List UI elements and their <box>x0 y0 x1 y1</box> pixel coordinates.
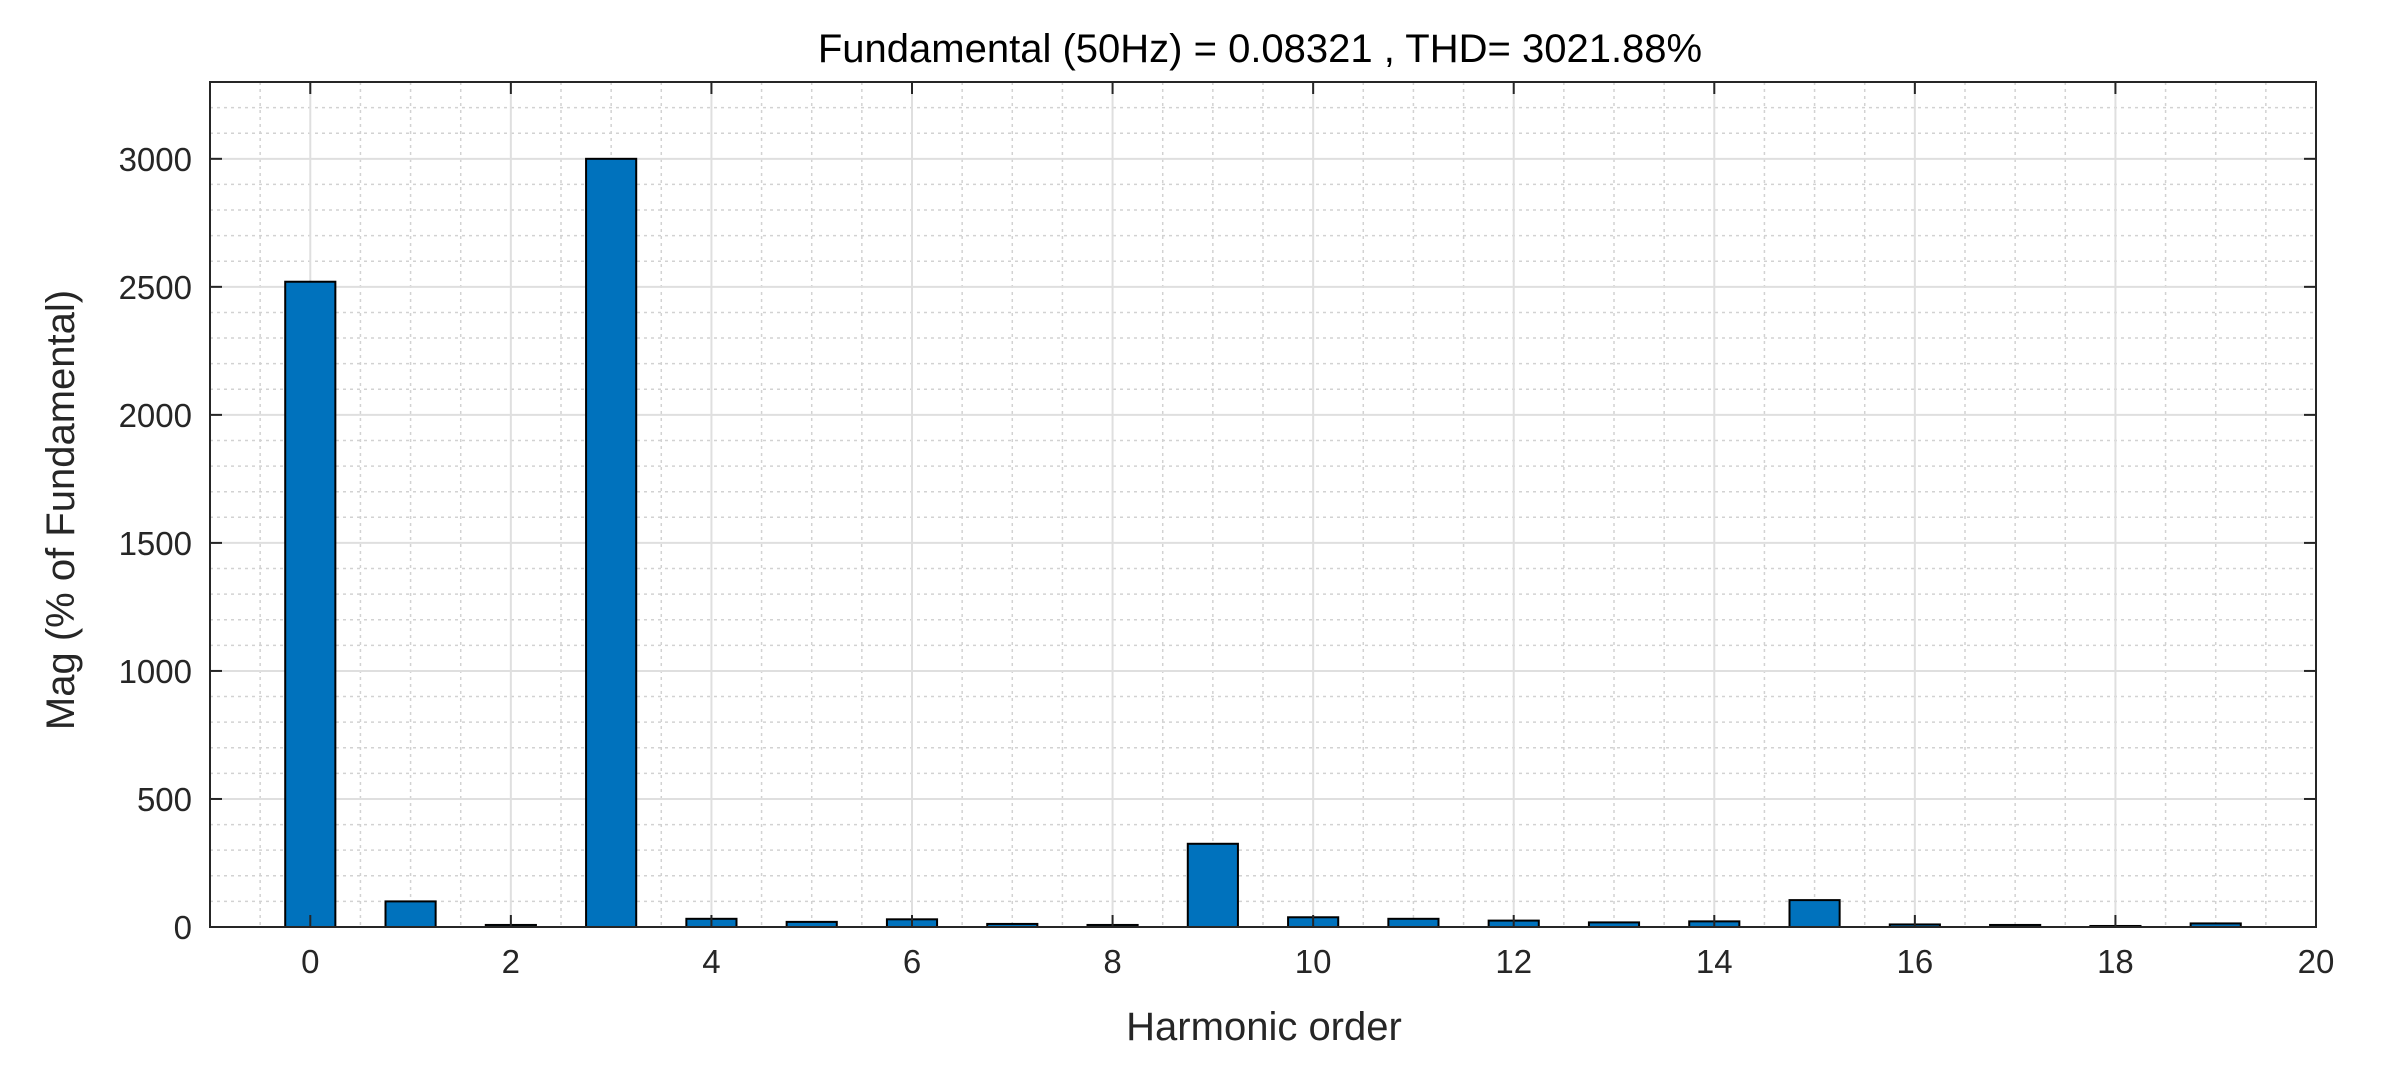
x-tick-label: 18 <box>2097 943 2134 980</box>
x-tick-labels: 0 2 4 6 8 10 12 14 16 18 20 <box>301 943 2334 980</box>
x-tick-label: 4 <box>702 943 720 980</box>
y-tick-label: 3000 <box>119 141 192 178</box>
x-tick-label: 12 <box>1495 943 1532 980</box>
y-tick-label: 500 <box>137 781 192 818</box>
y-axis-label: Mag (% of Fundamental) <box>39 290 83 730</box>
x-tick-label: 20 <box>2298 943 2335 980</box>
y-tick-labels: 0 500 1000 1500 2000 2500 3000 <box>119 141 192 946</box>
bar-harmonic-11 <box>1387 917 1440 928</box>
bar-harmonic-9 <box>1186 842 1239 928</box>
x-tick-label: 8 <box>1103 943 1121 980</box>
x-tick-label: 6 <box>903 943 921 980</box>
bar-harmonic-1 <box>384 900 437 928</box>
x-tick-label: 0 <box>301 943 319 980</box>
bar-harmonic-15 <box>1788 899 1841 929</box>
y-tick-label: 1500 <box>119 525 192 562</box>
minor-grid <box>209 81 2316 927</box>
x-tick-label: 10 <box>1295 943 1332 980</box>
y-tick-label: 2500 <box>119 269 192 306</box>
chart-title: Fundamental (50Hz) = 0.08321 , THD= 3021… <box>818 27 1702 71</box>
x-tick-label: 2 <box>502 943 520 980</box>
x-axis-label: Harmonic order <box>1126 1005 1402 1049</box>
bars <box>284 157 2242 929</box>
y-tick-label: 2000 <box>119 397 192 434</box>
y-tick-label: 1000 <box>119 653 192 690</box>
plot-frame <box>209 81 2317 928</box>
y-tick-label: 0 <box>174 909 192 946</box>
bar-harmonic-3 <box>585 157 638 928</box>
ticks <box>210 82 2317 928</box>
bar-harmonic-0 <box>284 280 337 928</box>
x-tick-label: 16 <box>1896 943 1933 980</box>
x-tick-label: 14 <box>1696 943 1733 980</box>
major-grid <box>210 82 2317 928</box>
